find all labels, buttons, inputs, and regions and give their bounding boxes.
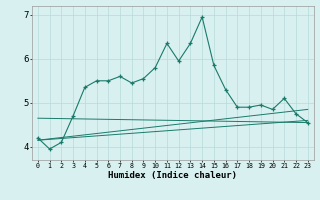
- X-axis label: Humidex (Indice chaleur): Humidex (Indice chaleur): [108, 171, 237, 180]
